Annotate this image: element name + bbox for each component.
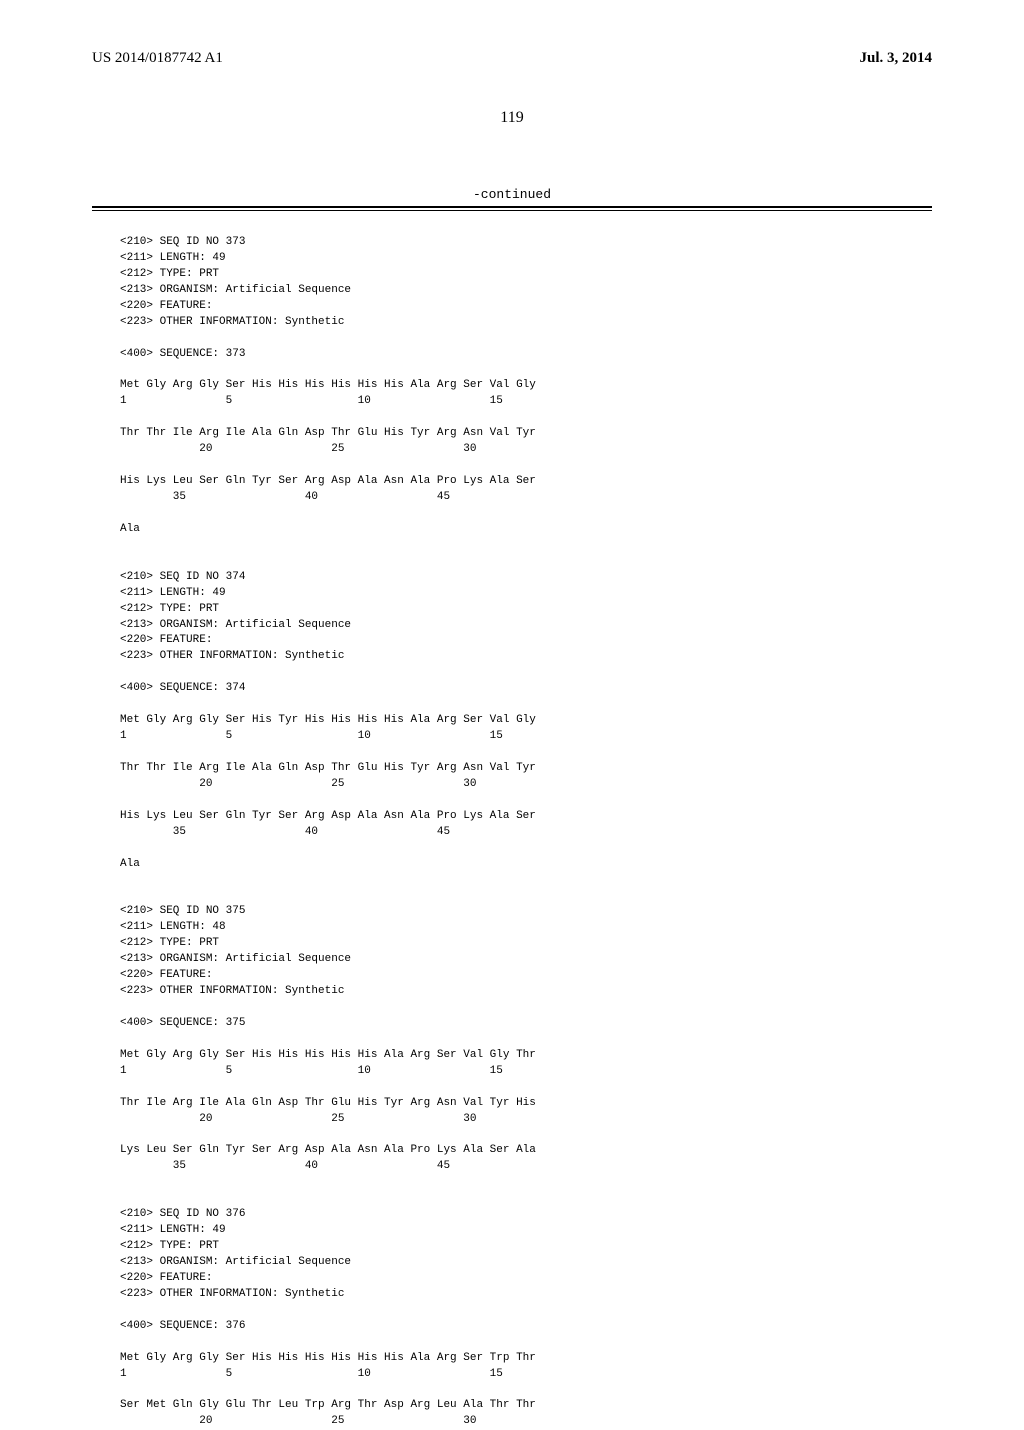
sequence-listing: <210> SEQ ID NO 373 <211> LENGTH: 49 <21… bbox=[92, 235, 932, 1430]
rule-thick bbox=[92, 206, 932, 208]
publication-date: Jul. 3, 2014 bbox=[859, 50, 932, 67]
page-header: US 2014/0187742 A1 Jul. 3, 2014 bbox=[92, 50, 932, 67]
publication-number: US 2014/0187742 A1 bbox=[92, 50, 223, 67]
page-number: 119 bbox=[92, 109, 932, 127]
rule-thin bbox=[92, 210, 932, 211]
page: US 2014/0187742 A1 Jul. 3, 2014 119 -con… bbox=[0, 0, 1024, 1320]
continued-label: -continued bbox=[92, 187, 932, 202]
